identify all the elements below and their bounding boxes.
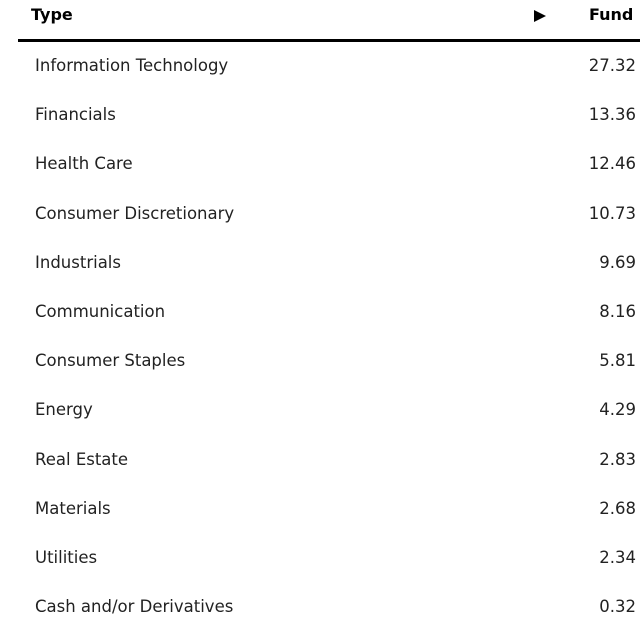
fund-weight: 2.68 (599, 498, 636, 518)
header-rule (18, 39, 640, 42)
sector-name: Energy (35, 400, 93, 420)
sector-name: Materials (35, 498, 111, 518)
fund-weight: 10.73 (588, 203, 636, 223)
fund-weight: 2.83 (599, 449, 636, 469)
fund-weight: 9.69 (599, 252, 636, 272)
fund-weight: 8.16 (599, 302, 636, 321)
column-header: Fund (589, 5, 634, 24)
fund-weight: 0.32 (599, 597, 636, 617)
fund-weight: 2.34 (599, 548, 636, 567)
sector-name: Information Technology (35, 56, 229, 75)
sort-icon (534, 10, 546, 22)
sector-name: Real Estate (35, 449, 129, 469)
sector-name: Financials (35, 105, 116, 125)
fund-weight: 12.46 (588, 154, 636, 174)
sector-name: Industrials (35, 252, 121, 272)
sector-name: Communication (35, 302, 166, 321)
sort-toggle[interactable] (532, 9, 548, 23)
sector-name: Consumer Staples (35, 351, 186, 371)
sector-name: Health Care (35, 154, 133, 174)
sector-name: Consumer Discretionary (35, 203, 235, 223)
column-header: Type (31, 5, 73, 24)
fund-weight: 4.29 (599, 400, 636, 420)
sector-name: Cash and/or Derivatives (35, 597, 234, 617)
fund-weight: 13.36 (588, 105, 636, 125)
fund-weight: 27.32 (588, 56, 636, 75)
fund-weight: 5.81 (599, 351, 636, 371)
sector-name: Utilities (35, 548, 98, 567)
